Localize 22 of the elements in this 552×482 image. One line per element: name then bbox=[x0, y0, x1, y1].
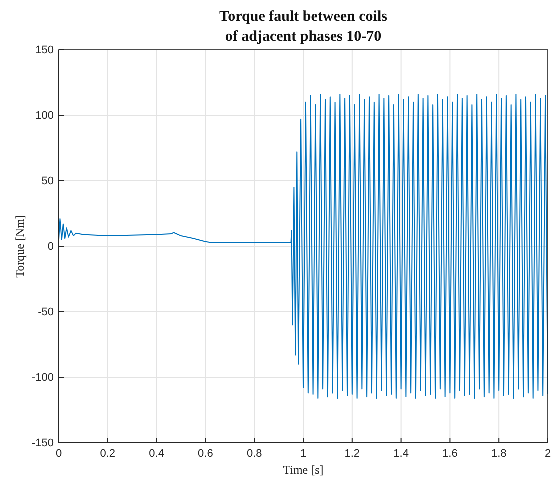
x-tick-label: 1 bbox=[300, 448, 307, 460]
y-tick-label: 0 bbox=[48, 241, 54, 254]
x-tick-label: 1.6 bbox=[442, 448, 458, 460]
x-tick-label: 0 bbox=[56, 448, 62, 460]
y-tick-label: 50 bbox=[42, 176, 54, 188]
x-tick-label: 0.4 bbox=[149, 448, 164, 460]
y-tick-label: 100 bbox=[36, 110, 54, 122]
y-tick-label: -100 bbox=[32, 372, 54, 384]
y-axis-title: Torque [Nm] bbox=[13, 215, 27, 278]
x-tick-label: 0.6 bbox=[198, 448, 214, 460]
x-tick-label: 1.4 bbox=[394, 448, 409, 460]
x-tick-label: 2 bbox=[544, 448, 552, 460]
y-tick-label: 150 bbox=[36, 44, 54, 57]
line-series bbox=[58, 94, 548, 399]
x-tick-label: 1.8 bbox=[491, 448, 507, 460]
y-tick-label: -50 bbox=[38, 306, 54, 319]
x-tick-label: 0.8 bbox=[246, 448, 262, 460]
y-tick-label: -150 bbox=[32, 438, 54, 450]
x-tick-label: 1.2 bbox=[344, 448, 360, 460]
x-tick-label: 0.2 bbox=[100, 448, 116, 460]
chart-title: Torque fault between coils of adjacent phases 10-70 bbox=[220, 9, 388, 45]
x-axis-title: Time [s] bbox=[283, 463, 324, 477]
